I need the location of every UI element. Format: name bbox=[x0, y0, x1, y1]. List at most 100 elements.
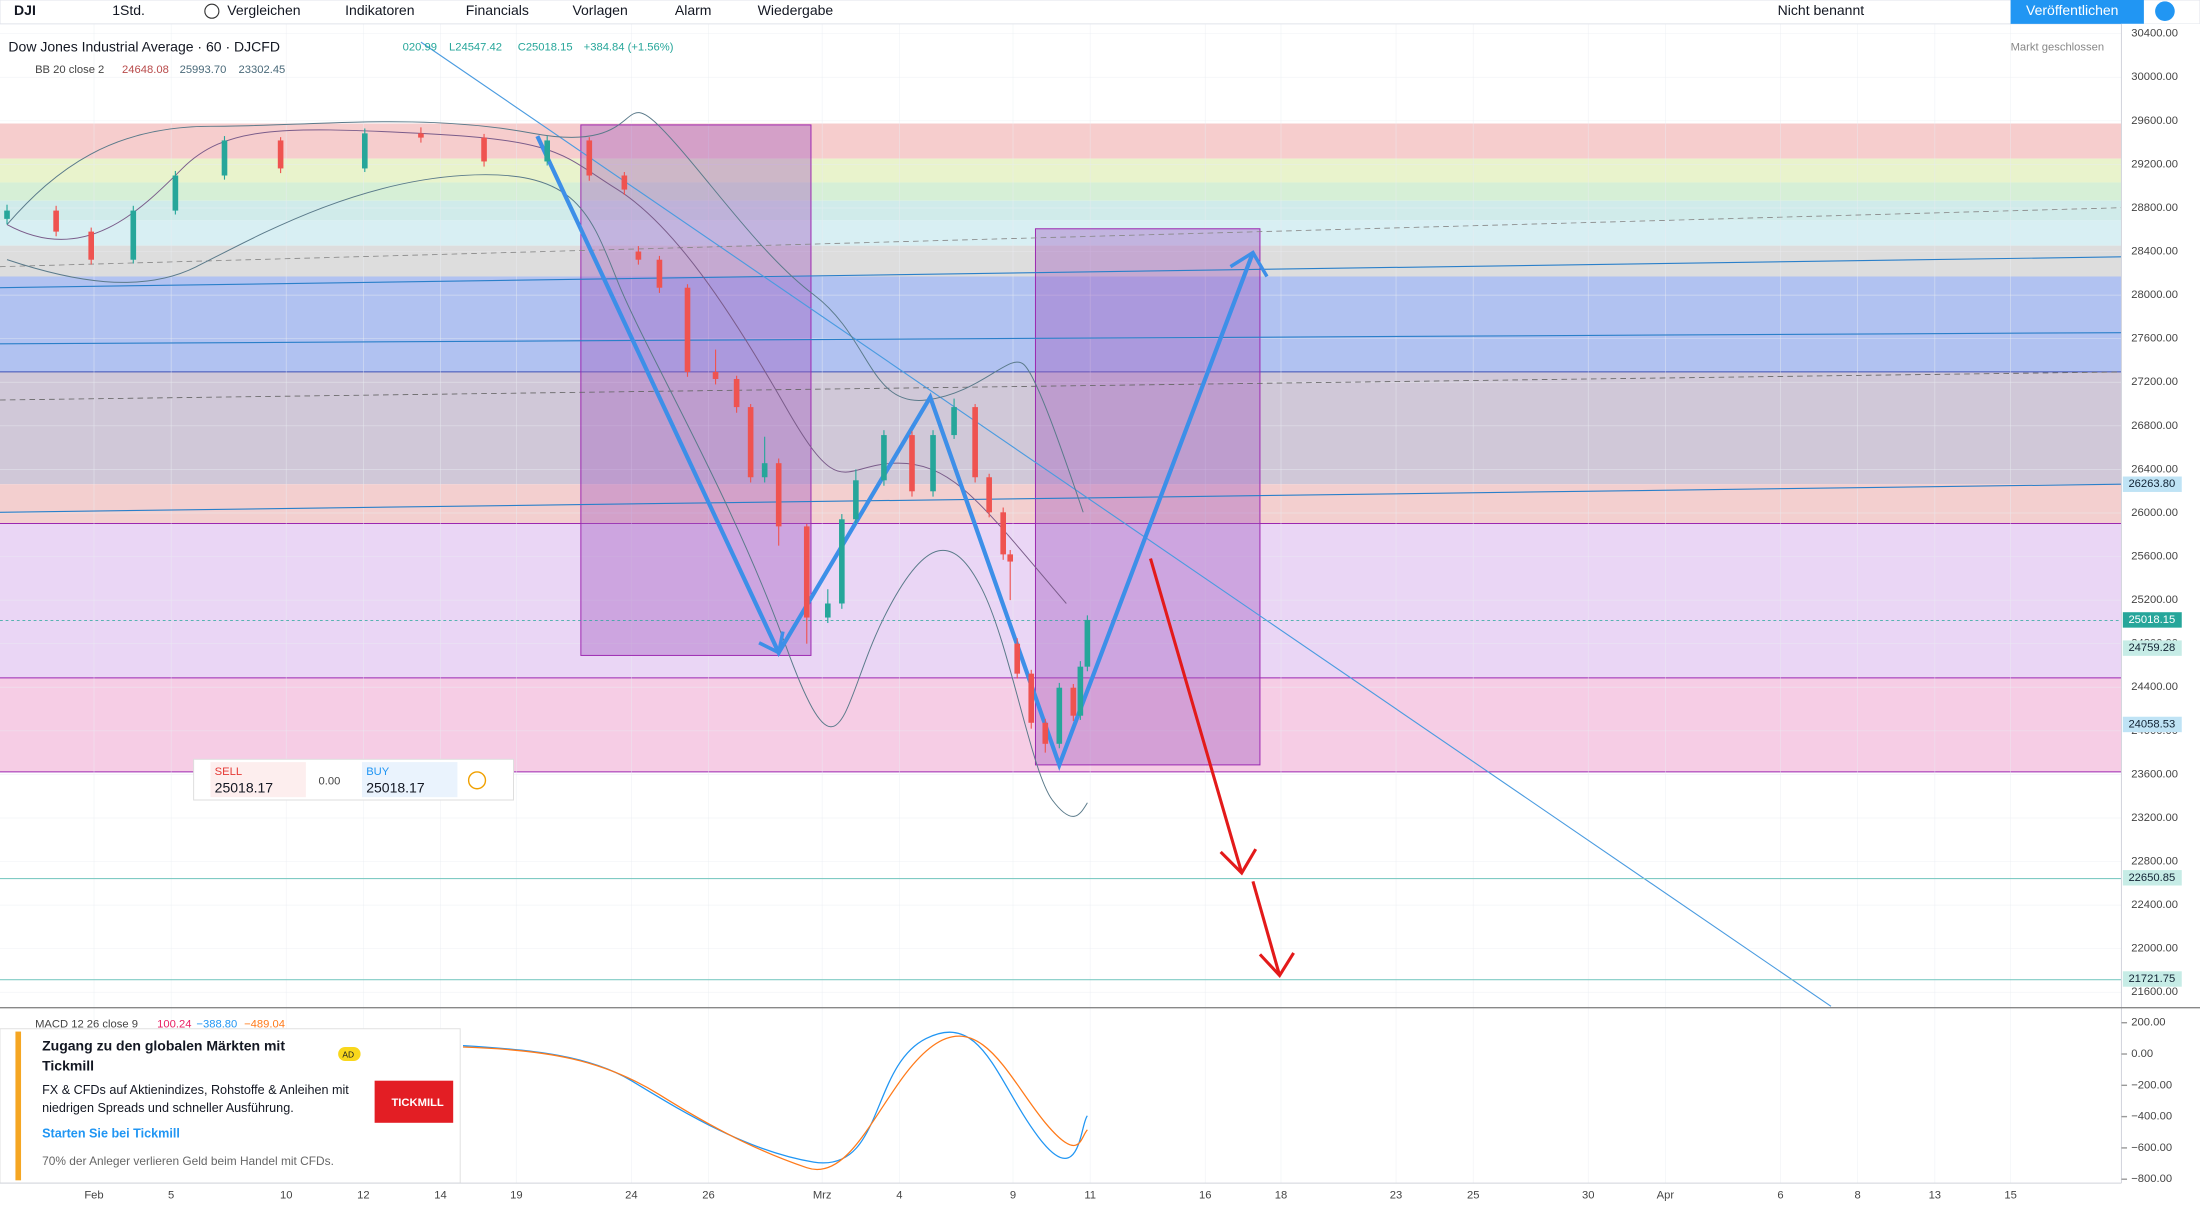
sell-price[interactable]: 25018.17 bbox=[215, 779, 274, 795]
x-tick-label: 4 bbox=[896, 1190, 902, 1202]
x-tick-label: 6 bbox=[1777, 1190, 1783, 1202]
date-axis: Feb 5 10 12 14 19 24 26 Mrz 4 9 11 16 18 23 25 30 Apr 6 8 13… bbox=[84, 1190, 2016, 1202]
market-status: Markt geschlossen bbox=[2011, 42, 2105, 54]
price-label-box bbox=[2122, 870, 2182, 886]
grid bbox=[0, 23, 2122, 1184]
toolbar-item[interactable]: Vergleichen bbox=[227, 2, 300, 18]
candle-body bbox=[1070, 687, 1077, 716]
candle-body bbox=[4, 210, 10, 219]
legend-value: 020.99 bbox=[403, 42, 437, 54]
toolbar-item[interactable]: Wiedergabe bbox=[758, 2, 834, 18]
macd-lines bbox=[462, 1031, 1088, 1171]
toolbar-item[interactable]: Alarm bbox=[675, 2, 712, 18]
buy-price[interactable]: 25018.17 bbox=[366, 779, 425, 795]
candle-body bbox=[635, 251, 642, 260]
price-label-box bbox=[2122, 640, 2182, 656]
y-tick-label: 26000.00 bbox=[2131, 507, 2178, 519]
ad-link[interactable]: Starten Sie bei Tickmill bbox=[42, 1126, 180, 1140]
candle-body bbox=[277, 140, 284, 169]
candle-body bbox=[1042, 722, 1049, 744]
toolbar-item[interactable]: Financials bbox=[466, 2, 529, 18]
candle-body bbox=[853, 480, 859, 520]
y-tick-label: 28400.00 bbox=[2131, 246, 2178, 258]
y-tick-label: 30000.00 bbox=[2131, 71, 2178, 83]
x-tick-label: 15 bbox=[2004, 1190, 2016, 1202]
indicator-name: BB 20 close 2 bbox=[35, 64, 104, 76]
x-tick-label: 8 bbox=[1855, 1190, 1861, 1202]
x-tick-label: 13 bbox=[1929, 1190, 1941, 1202]
candle-body bbox=[586, 140, 593, 176]
x-tick-label: 9 bbox=[1010, 1190, 1016, 1202]
y-tick-label: 23600.00 bbox=[2131, 768, 2178, 780]
y-tick-label: 27200.00 bbox=[2131, 376, 2178, 388]
macd-tick-label: −800.00 bbox=[2131, 1173, 2172, 1185]
x-tick-label: 24 bbox=[625, 1190, 637, 1202]
candle-body bbox=[1084, 619, 1091, 667]
candle-body bbox=[684, 287, 691, 372]
candle-body bbox=[481, 137, 487, 162]
indicator-value: 24648.08 bbox=[122, 64, 169, 76]
x-tick-label: 10 bbox=[280, 1190, 292, 1202]
toolbar-item[interactable]: Indikatoren bbox=[345, 2, 414, 18]
spread: 0.00 bbox=[318, 776, 340, 788]
candle-body bbox=[1077, 666, 1084, 716]
candle-body bbox=[986, 477, 992, 513]
y-tick-label: 27600.00 bbox=[2131, 333, 2178, 345]
publish-button[interactable] bbox=[2010, 0, 2144, 24]
y-tick-label: 21600.00 bbox=[2131, 986, 2178, 998]
price-label: 22650.85 bbox=[2128, 872, 2175, 884]
price-label: 26263.80 bbox=[2128, 478, 2175, 490]
y-tick-label: 22000.00 bbox=[2131, 943, 2178, 955]
price-label: 24058.53 bbox=[2128, 718, 2175, 730]
publish-label[interactable]: Veröffentlichen bbox=[2026, 2, 2118, 18]
y-tick-label: 30400.00 bbox=[2131, 28, 2178, 40]
candle-body bbox=[418, 133, 424, 138]
fib-bands bbox=[0, 123, 2122, 773]
drawings bbox=[0, 41, 2122, 1007]
macd-tick-label: −400.00 bbox=[2131, 1111, 2172, 1123]
y-tick-label: 29200.00 bbox=[2131, 158, 2178, 170]
candle-body bbox=[130, 210, 137, 260]
candle-body bbox=[803, 526, 810, 618]
ad-logo: TICKMILL bbox=[391, 1097, 443, 1109]
x-tick-label: 19 bbox=[510, 1190, 522, 1202]
candle-body bbox=[972, 407, 978, 478]
x-tick-label: 18 bbox=[1275, 1190, 1287, 1202]
symbol[interactable]: DJI bbox=[14, 2, 36, 18]
x-tick-label: Mrz bbox=[813, 1190, 832, 1202]
candle-body bbox=[951, 407, 957, 436]
y-tick-label: 22800.00 bbox=[2131, 856, 2178, 868]
candle-body bbox=[1000, 512, 1006, 555]
x-tick-label: Feb bbox=[84, 1190, 103, 1202]
toolbar-item[interactable]: Vorlagen bbox=[572, 2, 627, 18]
price-axis: 21600.00 22000.00 22400.00 22800.00 23200.00… bbox=[2121, 28, 2182, 1185]
x-tick-label: 30 bbox=[1582, 1190, 1594, 1202]
candle-body bbox=[747, 407, 754, 478]
x-tick-label: 14 bbox=[434, 1190, 446, 1202]
x-tick-label: 5 bbox=[168, 1190, 174, 1202]
y-tick-label: 24400.00 bbox=[2131, 681, 2178, 693]
ad-badge: AD bbox=[342, 1050, 354, 1060]
macd-value: −489.04 bbox=[244, 1019, 285, 1031]
candle-body bbox=[1056, 687, 1063, 744]
price-label-box bbox=[2122, 476, 2182, 492]
interval[interactable]: 1Std. bbox=[112, 2, 145, 18]
buy-label[interactable]: BUY bbox=[366, 766, 390, 778]
ad-text: FX & CFDs auf Aktienindizes, Rohstoffe &… bbox=[42, 1083, 349, 1097]
x-tick-label: Apr bbox=[1657, 1190, 1675, 1202]
candle-body bbox=[172, 175, 179, 211]
x-tick-label: 23 bbox=[1390, 1190, 1402, 1202]
candle-body bbox=[656, 259, 663, 288]
macd-tick-label: 0.00 bbox=[2131, 1048, 2153, 1060]
candle-body bbox=[839, 519, 845, 604]
ad-text: niedrigen Spreads und schneller Ausführu… bbox=[42, 1101, 294, 1115]
indicator-value: 25993.70 bbox=[180, 64, 227, 76]
sell-label[interactable]: SELL bbox=[215, 766, 242, 778]
y-tick-label: 23200.00 bbox=[2131, 812, 2178, 824]
candle-body bbox=[712, 371, 719, 379]
candle-body bbox=[1007, 554, 1014, 562]
candles bbox=[4, 127, 1091, 753]
y-tick-label: 25200.00 bbox=[2131, 594, 2178, 606]
layout-name[interactable]: Nicht benannt bbox=[1778, 2, 1865, 18]
